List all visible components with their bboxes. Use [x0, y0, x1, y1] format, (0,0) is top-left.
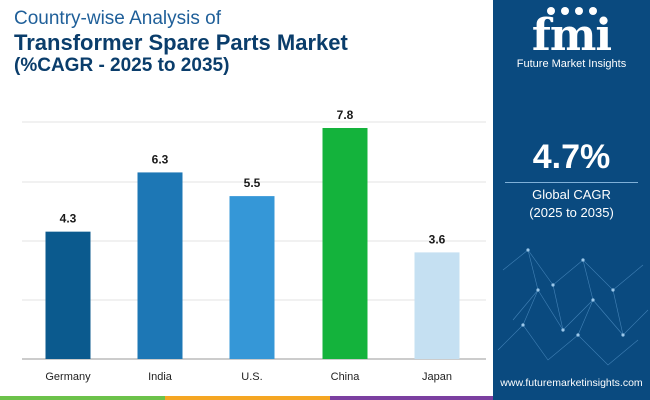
- bar-germany: [45, 231, 91, 359]
- chart-title: Country-wise Analysis of Transformer Spa…: [14, 8, 348, 77]
- x-tick-label: U.S.: [241, 371, 262, 383]
- cagr-label-line-1: Global CAGR: [532, 187, 611, 202]
- data-label: 4.3: [60, 212, 77, 226]
- fmi-logo: fmi: [531, 10, 612, 61]
- title-line-3: (%CAGR - 2025 to 2035): [14, 55, 230, 76]
- data-label: 7.8: [337, 108, 354, 122]
- footer-strip-segment: [165, 396, 330, 400]
- data-label: 6.3: [152, 152, 169, 166]
- global-cagr-value: 4.7%: [532, 138, 611, 176]
- panel-divider: [505, 182, 638, 183]
- footer-strip-segment: [0, 396, 165, 400]
- x-tick-label: India: [148, 371, 173, 383]
- side-panel: fmi Future Market Insights 4.7% Global C…: [493, 0, 650, 400]
- footer-strip-segment: [493, 396, 650, 400]
- title-line-1: Country-wise Analysis of: [14, 8, 221, 29]
- bar-chart: 4.3 Germany 6.3 India 5.5 U.S. 7.8 China 3.6 Japa…: [22, 108, 486, 383]
- global-cagr-label: Global CAGR (2025 to 2035): [493, 186, 650, 222]
- x-tick-label: Germany: [45, 371, 91, 383]
- x-tick-label: Japan: [422, 371, 452, 383]
- x-tick-label: China: [331, 371, 361, 383]
- footer-strip-segment: [330, 396, 493, 400]
- title-line-2: Transformer Spare Parts Market: [14, 30, 348, 55]
- bar-india: [137, 172, 183, 359]
- bar-us: [229, 196, 275, 359]
- cagr-label-line-2: (2025 to 2035): [529, 205, 614, 220]
- data-label: 5.5: [244, 176, 261, 190]
- bar-china: [322, 128, 368, 359]
- bar-japan: [414, 252, 460, 359]
- data-label: 3.6: [429, 232, 446, 246]
- website-url: www.futuremarketinsights.com: [500, 377, 643, 389]
- network-decoration: [497, 248, 649, 366]
- brand-name: Future Market Insights: [516, 58, 627, 70]
- logo-icons: [547, 7, 597, 15]
